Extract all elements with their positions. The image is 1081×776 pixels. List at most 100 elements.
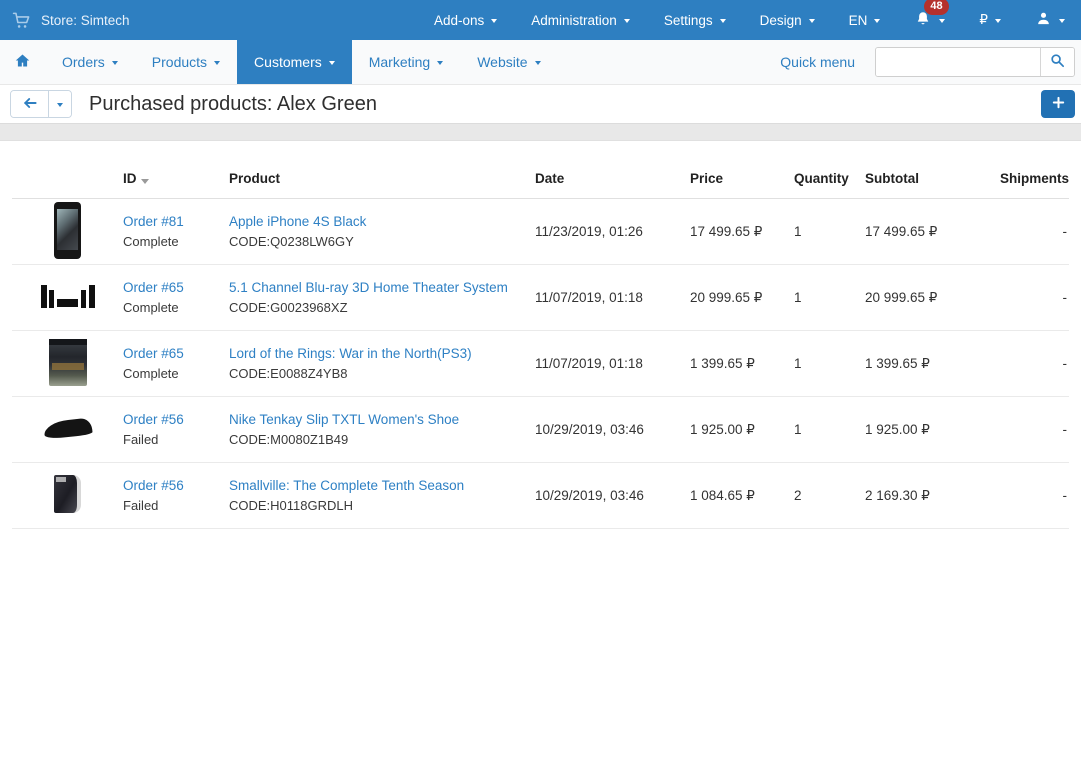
shipments-value: - [989, 331, 1069, 397]
column-header-label: Shipments [1000, 171, 1069, 186]
chevron-down-icon [437, 61, 443, 65]
column-header-label: Quantity [794, 171, 849, 186]
topbar-menu-design[interactable]: Design [760, 13, 815, 28]
user-menu[interactable] [1035, 10, 1065, 30]
product-image-home-theater[interactable] [41, 285, 95, 308]
page-title-bar: Purchased products: Alex Green [0, 85, 1081, 123]
product-quantity: 1 [794, 265, 865, 331]
sort-desc-icon [141, 179, 149, 184]
menu-label: EN [849, 13, 868, 28]
top-admin-bar: Store: Simtech Add-ons Administration Sett… [0, 0, 1081, 40]
product-subtotal: 20 999.65 ₽ [865, 265, 989, 331]
column-header-shipments[interactable]: Shipments [989, 141, 1069, 199]
nav-item-label: Marketing [369, 54, 430, 70]
nav-item-products[interactable]: Products [135, 40, 237, 84]
column-header-subtotal[interactable]: Subtotal [865, 141, 989, 199]
shipments-value: - [989, 397, 1069, 463]
menu-label: Administration [531, 13, 617, 28]
product-subtotal: 2 169.30 ₽ [865, 463, 989, 529]
main-navbar: OrdersProductsCustomersMarketingWebsite … [0, 40, 1081, 85]
topbar-menu-add-ons[interactable]: Add-ons [434, 13, 497, 28]
column-header-quantity[interactable]: Quantity [794, 141, 865, 199]
nav-item-website[interactable]: Website [460, 40, 557, 84]
page-title: Purchased products: Alex Green [89, 93, 377, 116]
cart-icon [12, 11, 31, 30]
quick-menu-link[interactable]: Quick menu [780, 40, 855, 84]
nav-item-orders[interactable]: Orders [45, 40, 135, 84]
store-selector[interactable]: Store: Simtech [12, 11, 130, 30]
product-code: CODE:Q0238LW6GY [229, 234, 529, 249]
chevron-down-icon [995, 19, 1001, 23]
order-link[interactable]: Order #81 [123, 214, 184, 229]
search-icon [1049, 52, 1066, 72]
nav-item-label: Products [152, 54, 207, 70]
order-date: 11/23/2019, 01:26 [535, 199, 690, 265]
product-image-iphone[interactable] [54, 202, 81, 259]
search-input[interactable] [876, 48, 1040, 76]
notifications-menu[interactable]: 48 [914, 10, 945, 31]
shipments-value: - [989, 199, 1069, 265]
topbar-menu-settings[interactable]: Settings [664, 13, 726, 28]
column-header-id[interactable]: ID [123, 141, 229, 199]
table-header-row: ID ProductDatePriceQuantity Subtotal Shipme… [12, 141, 1069, 199]
column-header-label: Subtotal [865, 171, 919, 186]
order-status: Complete [123, 234, 223, 249]
nav-item-customers[interactable]: Customers [237, 40, 352, 84]
column-header-product[interactable]: Product [229, 141, 535, 199]
chevron-down-icon [1059, 19, 1065, 23]
product-price: 1 925.00 ₽ [690, 397, 794, 463]
chevron-down-icon [809, 19, 815, 23]
home-icon [14, 52, 31, 72]
product-code: CODE:G0023968XZ [229, 300, 529, 315]
product-image-lotr[interactable] [49, 339, 87, 386]
column-header-price[interactable]: Price [690, 141, 794, 199]
product-quantity: 1 [794, 331, 865, 397]
topbar-menu-administration[interactable]: Administration [531, 13, 630, 28]
column-header-label: ID [123, 171, 137, 186]
order-status: Failed [123, 432, 223, 447]
purchased-products-table: ID ProductDatePriceQuantity Subtotal Shipme… [12, 141, 1069, 529]
chevron-down-icon [214, 61, 220, 65]
table-row: Order #65 Complete Lord of the Rings: Wa… [12, 331, 1069, 397]
currency-menu[interactable]: ₽ [979, 12, 1001, 28]
order-date: 10/29/2019, 03:46 [535, 397, 690, 463]
navbar-spacer [558, 40, 781, 84]
shipments-value: - [989, 463, 1069, 529]
order-link[interactable]: Order #56 [123, 412, 184, 427]
order-link[interactable]: Order #65 [123, 280, 184, 295]
table-row: Order #56 Failed Smallville: The Complet… [12, 463, 1069, 529]
home-button[interactable] [0, 40, 45, 84]
chevron-down-icon [491, 19, 497, 23]
search-button[interactable] [1040, 48, 1074, 76]
product-image-dvd[interactable] [54, 475, 81, 513]
user-icon [1035, 10, 1052, 30]
product-price: 1 399.65 ₽ [690, 331, 794, 397]
add-button[interactable] [1041, 90, 1075, 118]
column-header-date[interactable]: Date [535, 141, 690, 199]
nav-item-marketing[interactable]: Marketing [352, 40, 460, 84]
order-link[interactable]: Order #65 [123, 346, 184, 361]
product-link[interactable]: 5.1 Channel Blu-ray 3D Home Theater Syst… [229, 280, 508, 295]
menu-label: Design [760, 13, 802, 28]
product-price: 17 499.65 ₽ [690, 199, 794, 265]
product-subtotal: 1 399.65 ₽ [865, 331, 989, 397]
product-subtotal: 17 499.65 ₽ [865, 199, 989, 265]
product-link[interactable]: Apple iPhone 4S Black [229, 214, 366, 229]
order-link[interactable]: Order #56 [123, 478, 184, 493]
product-image-shoe[interactable] [43, 417, 93, 439]
product-price: 20 999.65 ₽ [690, 265, 794, 331]
chevron-down-icon [720, 19, 726, 23]
back-button[interactable] [11, 91, 48, 117]
back-dropdown-button[interactable] [48, 91, 71, 117]
product-code: CODE:H0118GRDLH [229, 498, 529, 513]
chevron-down-icon [57, 103, 63, 107]
product-link[interactable]: Nike Tenkay Slip TXTL Women's Shoe [229, 412, 459, 427]
chevron-down-icon [939, 19, 945, 23]
product-link[interactable]: Smallville: The Complete Tenth Season [229, 478, 464, 493]
quick-menu-label: Quick menu [780, 54, 855, 70]
nav-item-label: Website [477, 54, 527, 70]
order-date: 11/07/2019, 01:18 [535, 331, 690, 397]
order-status: Complete [123, 300, 223, 315]
product-link[interactable]: Lord of the Rings: War in the North(PS3) [229, 346, 472, 361]
topbar-menu-en[interactable]: EN [849, 13, 881, 28]
